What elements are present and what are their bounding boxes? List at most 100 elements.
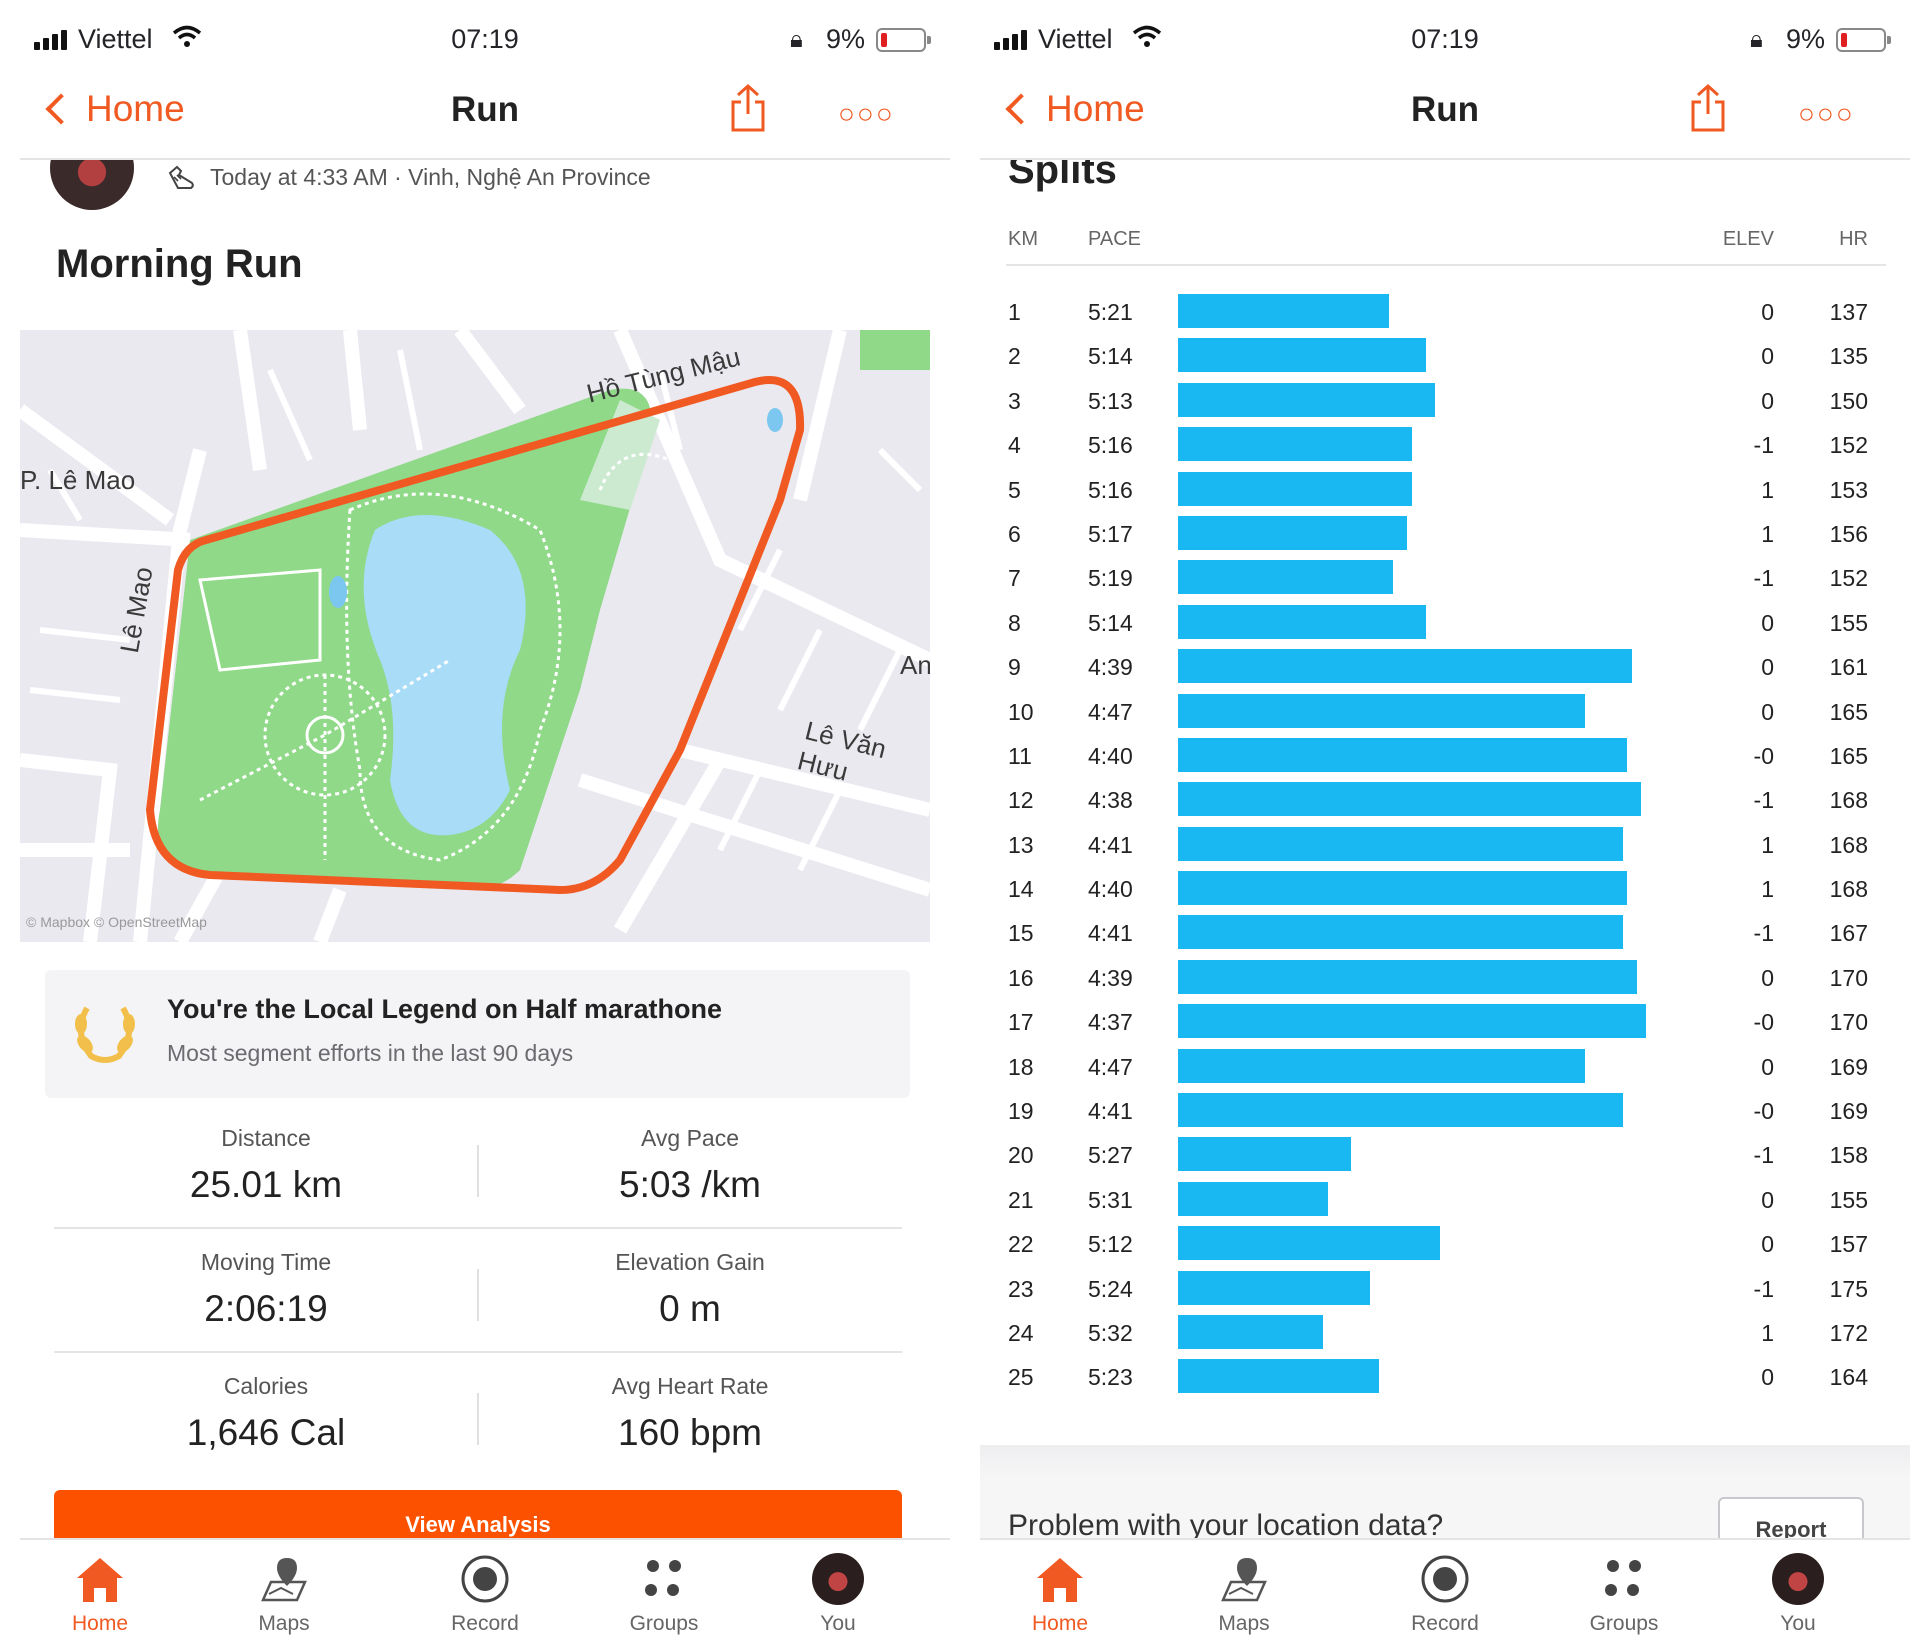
split-km: 13 [1008, 831, 1034, 858]
split-heart-rate: 155 [1829, 1186, 1868, 1213]
split-pace: 5:13 [1088, 387, 1133, 414]
tab-label: Home [71, 1612, 129, 1635]
split-row: 13 4:41 1 168 [980, 823, 1910, 867]
split-pace-bar [1178, 1226, 1440, 1261]
split-pace-bar [1178, 737, 1627, 772]
split-heart-rate: 175 [1829, 1275, 1868, 1302]
split-row: 2 5:14 0 135 [980, 334, 1910, 378]
split-pace-bar [1178, 915, 1623, 950]
split-km: 9 [1008, 654, 1021, 681]
split-km: 3 [1008, 387, 1021, 414]
more-options-icon[interactable]: ○○○ [1798, 98, 1855, 129]
split-heart-rate: 164 [1829, 1364, 1868, 1391]
tab-home[interactable]: Home [40, 1552, 160, 1636]
tab-record[interactable]: Record [1385, 1552, 1505, 1636]
split-elevation: 0 [1761, 343, 1774, 370]
battery-icon [1836, 28, 1891, 52]
split-km: 8 [1008, 609, 1021, 636]
split-pace-bar [1178, 604, 1426, 639]
split-pace-bar [1178, 471, 1412, 506]
split-km: 11 [1008, 742, 1032, 769]
split-elevation: 1 [1761, 520, 1774, 547]
stat-label: Distance [221, 1125, 311, 1151]
split-pace: 5:21 [1088, 299, 1133, 325]
stat-value: 160 bpm [618, 1412, 762, 1453]
split-heart-rate: 157 [1829, 1231, 1868, 1258]
route-line [146, 376, 805, 894]
split-km: 21 [1008, 1186, 1034, 1213]
split-elevation: 1 [1761, 876, 1774, 903]
split-pace-bar [1178, 693, 1585, 728]
page-title: Run [450, 90, 520, 129]
split-elevation: -1 [1753, 1275, 1774, 1302]
split-elevation: -0 [1753, 1009, 1774, 1036]
rotation-lock-icon: 🔒︎ [790, 26, 803, 53]
tab-you[interactable]: You [1738, 1552, 1858, 1636]
back-button[interactable]: Home [1002, 88, 1145, 130]
tab-bar: Home Maps Record Groups You [980, 1538, 1910, 1650]
stats-row: Calories 1,646 Cal Avg Heart Rate 160 bpm [54, 1353, 902, 1477]
route-map[interactable]: P. Lê Mao Lê Mao Hồ Tùng Mậu Lê Văn Hưu … [20, 330, 930, 942]
split-heart-rate: 168 [1829, 876, 1868, 903]
split-pace-bar [1178, 871, 1627, 906]
split-elevation: -1 [1753, 1142, 1774, 1169]
split-km: 20 [1008, 1142, 1034, 1169]
divider [477, 1145, 479, 1197]
tab-record[interactable]: Record [425, 1552, 545, 1636]
split-pace-bar [1178, 1004, 1646, 1039]
split-row: 23 5:24 -1 175 [980, 1267, 1910, 1311]
profile-avatar [812, 1553, 864, 1605]
split-row: 24 5:32 1 172 [980, 1311, 1910, 1355]
split-km: 22 [1008, 1231, 1034, 1258]
tab-bar: Home Maps Record Groups You [20, 1538, 950, 1650]
split-heart-rate: 156 [1829, 520, 1868, 547]
groups-icon [645, 1560, 681, 1596]
map-canvas [20, 330, 930, 942]
split-pace: 4:41 [1088, 920, 1133, 947]
tab-maps[interactable]: Maps [224, 1552, 344, 1636]
split-pace: 5:14 [1088, 343, 1133, 370]
split-row: 22 5:12 0 157 [980, 1222, 1910, 1266]
shoe-icon [168, 165, 194, 189]
split-pace-bar [1178, 1048, 1585, 1083]
tab-maps[interactable]: Maps [1184, 1552, 1304, 1636]
split-elevation: 1 [1761, 476, 1774, 503]
local-legend-card[interactable]: You're the Local Legend on Half marathon… [45, 970, 910, 1098]
tab-home[interactable]: Home [1000, 1552, 1120, 1636]
maps-icon [261, 1558, 307, 1602]
wifi-icon [172, 24, 202, 57]
map-label-an: An [900, 650, 930, 680]
laurel-icon [75, 1006, 135, 1063]
share-icon[interactable] [1688, 82, 1728, 134]
split-km: 5 [1008, 476, 1021, 503]
split-pace-bar [1178, 782, 1641, 817]
split-km: 12 [1008, 787, 1034, 814]
splits-screen: Viettel 07:19 🔒︎ 9% Home Run ○○○ Splits … [980, 0, 1910, 1650]
split-pace: 5:27 [1088, 1142, 1133, 1169]
split-heart-rate: 170 [1829, 964, 1868, 991]
tab-label: You [1780, 1612, 1816, 1635]
split-elevation: 0 [1761, 299, 1774, 325]
split-pace: 5:24 [1088, 1275, 1133, 1302]
activity-date-location: Today at 4:33 AM · Vinh, Nghệ An Provinc… [210, 164, 651, 190]
split-pace: 4:47 [1088, 698, 1133, 725]
back-button[interactable]: Home [42, 88, 185, 130]
split-elevation: 0 [1761, 387, 1774, 414]
tab-you[interactable]: You [778, 1552, 898, 1636]
share-icon[interactable] [728, 82, 768, 134]
split-heart-rate: 155 [1829, 609, 1868, 636]
split-row: 7 5:19 -1 152 [980, 556, 1910, 600]
status-bar: Viettel 07:19 🔒︎ 9% [20, 18, 950, 66]
nav-bar: Home Run ○○○ [20, 80, 950, 160]
tab-groups[interactable]: Groups [604, 1552, 724, 1636]
column-header-pace: PACE [1088, 228, 1141, 250]
tab-groups[interactable]: Groups [1564, 1552, 1684, 1636]
split-elevation: 0 [1761, 1186, 1774, 1213]
rotation-lock-icon: 🔒︎ [1750, 26, 1763, 53]
split-row: 1 5:21 0 137 [980, 290, 1910, 334]
split-pace: 5:17 [1088, 520, 1133, 547]
split-pace-bar [1178, 1270, 1370, 1305]
split-pace: 4:39 [1088, 654, 1133, 681]
more-options-icon[interactable]: ○○○ [838, 98, 895, 129]
stat-label: Avg Pace [640, 1125, 740, 1151]
